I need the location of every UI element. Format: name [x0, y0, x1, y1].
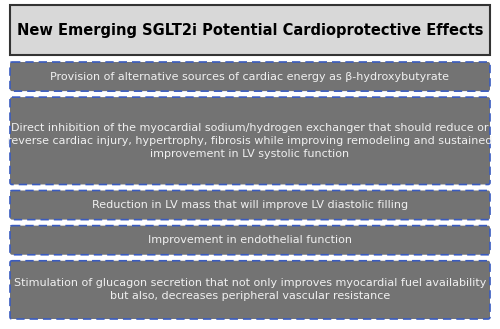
FancyBboxPatch shape [10, 97, 490, 185]
Text: Stimulation of glucagon secretion that not only improves myocardial fuel availab: Stimulation of glucagon secretion that n… [14, 278, 486, 301]
FancyBboxPatch shape [10, 226, 490, 255]
FancyBboxPatch shape [10, 62, 490, 91]
FancyBboxPatch shape [10, 261, 490, 319]
Text: New Emerging SGLT2i Potential Cardioprotective Effects: New Emerging SGLT2i Potential Cardioprot… [17, 22, 483, 38]
Text: Improvement in endothelial function: Improvement in endothelial function [148, 235, 352, 245]
FancyBboxPatch shape [10, 190, 490, 220]
Text: Provision of alternative sources of cardiac energy as β-hydroxybutyrate: Provision of alternative sources of card… [50, 72, 450, 82]
Text: Direct inhibition of the myocardial sodium/hydrogen exchanger that should reduce: Direct inhibition of the myocardial sodi… [8, 123, 492, 159]
Text: Reduction in LV mass that will improve LV diastolic filling: Reduction in LV mass that will improve L… [92, 200, 408, 210]
Bar [10, 5, 490, 55]
